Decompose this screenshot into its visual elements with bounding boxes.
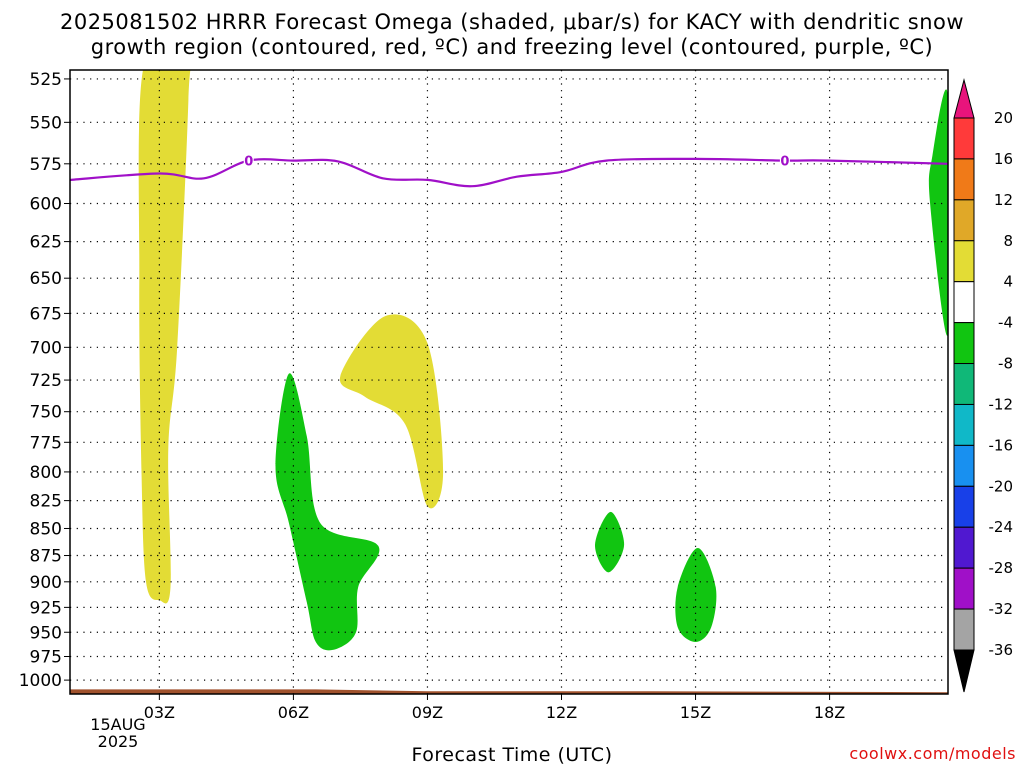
x-tick-label: 12Z	[546, 703, 577, 722]
y-tick-label: 775	[30, 433, 62, 453]
colorbar-tick-label: 20	[994, 109, 1013, 127]
y-tick-label: 975	[30, 647, 62, 667]
y-tick-label: 525	[30, 70, 62, 90]
y-tick-label: 900	[30, 573, 62, 593]
colorbar-swatch	[953, 158, 975, 201]
y-tick-label: 550	[30, 113, 62, 133]
region-green-small-13z	[594, 511, 625, 573]
shaded-regions	[138, 70, 948, 651]
freezing-label-bg	[243, 153, 254, 167]
colorbar-tick-label: -16	[989, 436, 1014, 454]
x-tick-label: 15Z	[680, 703, 711, 722]
x-axis-label: Forecast Time (UTC)	[411, 744, 613, 766]
region-yellow-column	[138, 70, 191, 604]
colorbar-swatch	[953, 322, 975, 365]
y-tick-label: 700	[30, 338, 62, 358]
freezing-label-bg	[779, 153, 790, 167]
colorbar-tick-label: -24	[989, 518, 1014, 536]
colorbar-swatch	[953, 567, 975, 610]
colorbar-tick-label: -12	[989, 395, 1014, 413]
colorbar-swatch	[953, 526, 975, 569]
region-green-15z	[675, 548, 717, 642]
freezing-level-label: 0	[244, 155, 253, 170]
y-tick-label: 1000	[19, 671, 62, 691]
region-green-right-edge	[928, 89, 948, 336]
colorbar-top-arrow	[953, 78, 975, 119]
y-tick-label: 675	[30, 304, 62, 324]
x-tick-label: 03Z	[144, 703, 175, 722]
x-axis: 03Z 06Z 09Z 12Z 15Z 18Z	[144, 694, 845, 722]
colorbar-swatch	[953, 363, 975, 405]
y-tick-label: 850	[30, 519, 62, 539]
colorbar: 20 16 12 8 4 -4 -8 -12 -16 -20 -24 -28 -32 -36	[953, 78, 1014, 693]
credit-text: coolwx.com/models	[849, 744, 1016, 763]
x-tick-label: 06Z	[278, 703, 309, 722]
y-tick-label: 950	[30, 623, 62, 643]
colorbar-swatch	[953, 485, 975, 528]
y-tick-label: 750	[30, 403, 62, 423]
freezing-level-line	[69, 157, 949, 188]
colorbar-swatch	[953, 444, 975, 487]
colorbar-tick-label: -20	[989, 477, 1014, 495]
colorbar-tick-label: 16	[994, 150, 1013, 168]
x-tick-label: 18Z	[814, 703, 845, 722]
y-tick-label: 650	[30, 269, 62, 289]
plot-frame	[69, 69, 949, 695]
colorbar-tick-label: -8	[998, 355, 1013, 373]
y-tick-label: 600	[30, 195, 62, 215]
y-tick-label: 575	[30, 155, 62, 175]
y-tick-label: 625	[30, 233, 62, 253]
ground-layer	[70, 689, 948, 694]
colorbar-tick-label: -32	[989, 600, 1014, 618]
colorbar-tick-label: 8	[1003, 232, 1013, 250]
colorbar-bottom-arrow	[953, 649, 975, 693]
colorbar-swatch	[953, 608, 975, 651]
colorbar-tick-label: -4	[998, 314, 1013, 332]
colorbar-swatch	[953, 199, 975, 242]
chart-title-line1: 2025081502 HRRR Forecast Omega (shaded, …	[59, 10, 965, 34]
ground-band	[70, 689, 948, 694]
colorbar-tick-label: -28	[989, 559, 1014, 577]
region-yellow-mid	[339, 314, 444, 509]
colorbar-swatch	[953, 281, 975, 324]
colorbar-tick-label: 12	[994, 191, 1013, 209]
x-tick-label: 09Z	[412, 703, 443, 722]
date-line1: 15AUG	[90, 715, 146, 734]
chart-title-line2: growth region (contoured, red, ºC) and f…	[90, 35, 934, 59]
colorbar-tick-label: 4	[1003, 273, 1013, 291]
y-tick-label: 875	[30, 547, 62, 567]
y-tick-label: 925	[30, 598, 62, 618]
grid	[70, 70, 948, 694]
colorbar-tick-label: -36	[989, 641, 1014, 659]
y-axis: 525 550 575 600 625 650 675 700 725 750 775 800 825 8…	[19, 70, 70, 691]
colorbar-swatch	[953, 403, 975, 446]
y-tick-label: 725	[30, 371, 62, 391]
y-tick-label: 800	[30, 463, 62, 483]
date-line2: 2025	[97, 732, 139, 751]
region-green-lower-left	[275, 373, 380, 651]
freezing-level-label: 0	[780, 155, 789, 170]
y-tick-label: 825	[30, 492, 62, 512]
colorbar-swatch	[953, 117, 975, 160]
colorbar-swatch	[953, 240, 975, 283]
